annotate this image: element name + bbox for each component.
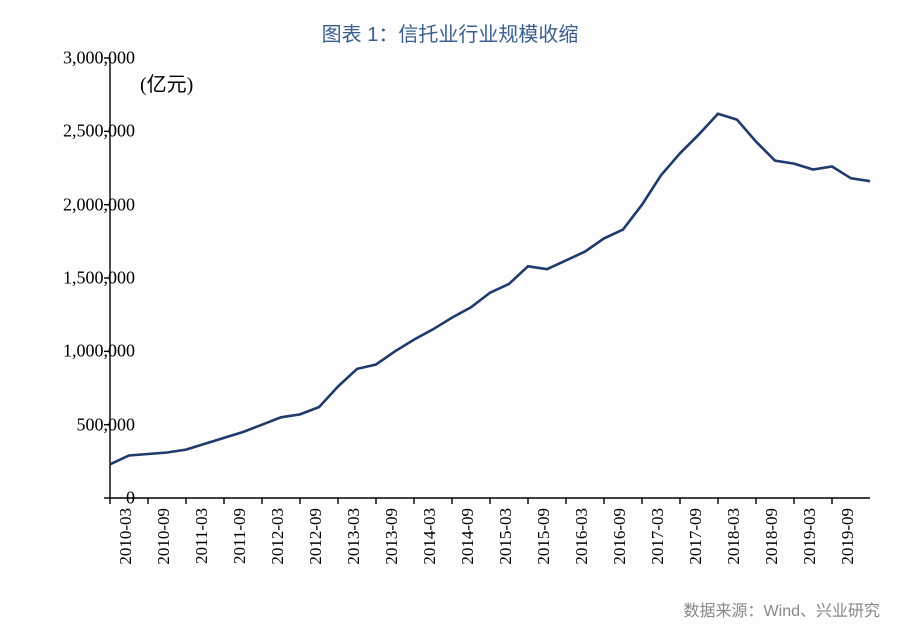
x-tick-label: 2017-03 — [648, 508, 668, 565]
y-tick-label: 2,000,000 — [35, 194, 135, 215]
x-tick-label: 2019-03 — [800, 508, 820, 565]
x-tick-label: 2016-03 — [572, 508, 592, 565]
x-tick-label: 2014-03 — [420, 508, 440, 565]
x-tick-label: 2012-03 — [268, 508, 288, 565]
x-tick-label: 2018-03 — [724, 508, 744, 565]
y-tick-label: 500,000 — [35, 414, 135, 435]
y-tick-label: 1,500,000 — [35, 268, 135, 289]
x-tick-label: 2013-03 — [344, 508, 364, 565]
x-tick-label: 2019-09 — [838, 508, 858, 565]
x-tick-label: 2010-09 — [154, 508, 174, 565]
chart-title: 图表 1：信托业行业规模收缩 — [0, 18, 900, 47]
y-tick-label: 0 — [35, 488, 135, 509]
chart-area: (亿元) — [110, 58, 870, 498]
x-tick-label: 2011-03 — [192, 508, 212, 564]
line-chart-svg — [110, 58, 870, 498]
x-tick-label: 2016-09 — [610, 508, 630, 565]
chart-container: 图表 1：信托业行业规模收缩 (亿元) 0 500,000 1,000,000 1,5… — [0, 0, 900, 629]
x-tick-label: 2010-03 — [116, 508, 136, 565]
x-tick-label: 2017-09 — [686, 508, 706, 565]
x-tick-label: 2013-09 — [382, 508, 402, 565]
x-tick-label: 2012-09 — [306, 508, 326, 565]
y-tick-label: 1,000,000 — [35, 341, 135, 362]
x-tick-label: 2014-09 — [458, 508, 478, 565]
data-source: 数据来源：Wind、兴业研究 — [684, 597, 880, 621]
y-tick-label: 2,500,000 — [35, 121, 135, 142]
x-tick-label: 2015-03 — [496, 508, 516, 565]
x-tick-label: 2011-09 — [230, 508, 250, 564]
x-tick-label: 2015-09 — [534, 508, 554, 565]
x-tick-label: 2018-09 — [762, 508, 782, 565]
y-tick-label: 3,000,000 — [35, 48, 135, 69]
